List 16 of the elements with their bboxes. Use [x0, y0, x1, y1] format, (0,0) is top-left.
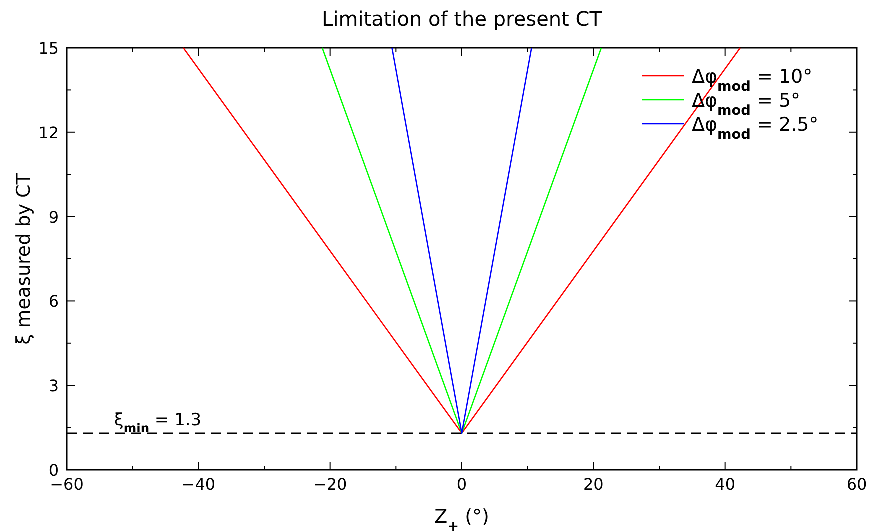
ref-line-label: ξ$_{min}$ = 1.3 [114, 410, 202, 436]
y-tick-label: 9 [48, 208, 59, 227]
x-tick-label: 60 [846, 475, 868, 494]
x-tick-label: 0 [456, 475, 468, 494]
chart-title: Limitation of the present CT [322, 7, 603, 31]
y-tick-label: 15 [38, 39, 59, 58]
x-tick-label: −40 [182, 475, 216, 494]
y-axis-title: ξ measured by CT [13, 172, 35, 345]
y-tick-label: 6 [48, 292, 59, 312]
x-tick-label: 40 [715, 475, 736, 494]
x-axis-title: Z$_{+}$ (°) [434, 506, 490, 531]
x-tick-label: 20 [583, 475, 604, 494]
y-tick-label: 3 [48, 376, 59, 396]
x-tick-label: −20 [313, 475, 348, 494]
legend-label: Δφ$_{mod}$ = 2.5° [692, 114, 819, 143]
y-tick-label: 12 [38, 123, 59, 142]
